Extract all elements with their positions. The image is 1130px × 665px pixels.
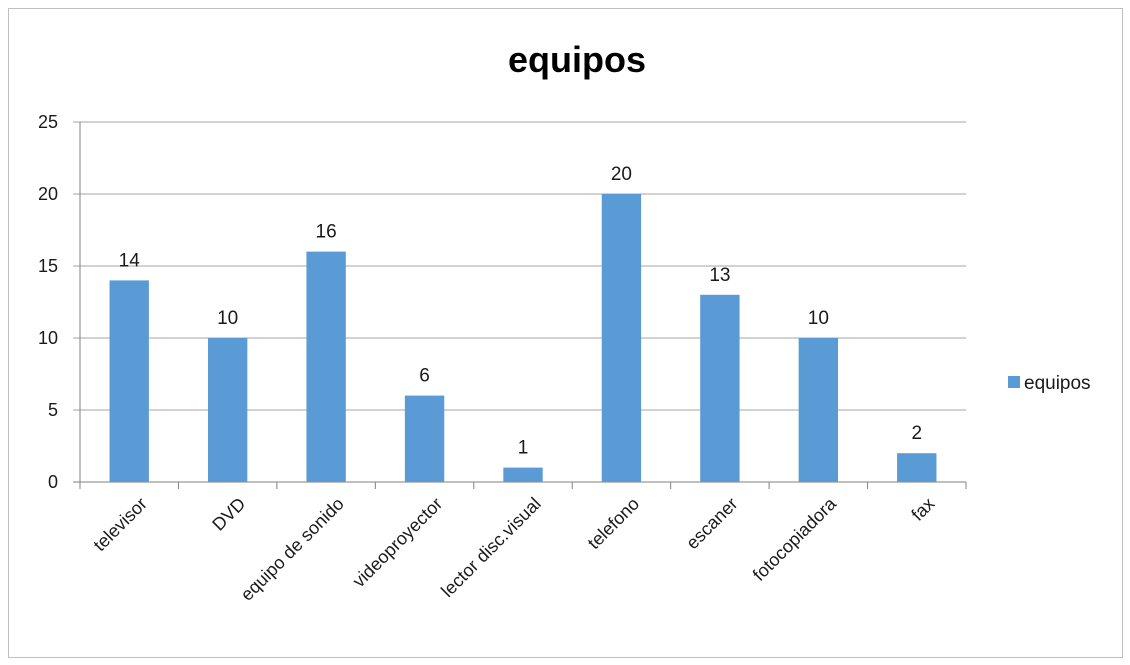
bar: [700, 294, 740, 482]
data-label: 16: [316, 222, 337, 243]
y-tick-label: 10: [38, 328, 58, 348]
data-label: 2: [911, 423, 922, 444]
x-tick-label: equipo de sonido: [237, 494, 348, 605]
bar: [306, 251, 346, 482]
bars: [109, 194, 937, 482]
y-tick-label: 25: [38, 112, 58, 132]
bar: [798, 338, 839, 482]
chart-area: [8, 8, 1123, 658]
data-labels: 14 10 16 6 1 20 13 10 2: [119, 164, 922, 459]
data-label: 20: [611, 164, 632, 185]
y-axis-tick-labels: 0 5 10 15 20 25: [38, 112, 58, 492]
x-tick-label: televisor: [89, 494, 151, 556]
x-tick-label: DVD: [208, 494, 249, 535]
x-tick-label: fax: [907, 494, 938, 525]
data-label: 14: [119, 250, 141, 271]
data-label: 10: [217, 308, 238, 329]
bar: [109, 280, 149, 482]
chart-title: equipos: [508, 39, 646, 80]
bar: [503, 467, 543, 482]
x-tick-label: escaner: [682, 494, 741, 553]
x-tick-label: videoproyector: [349, 494, 447, 592]
legend-swatch: [1008, 376, 1020, 388]
bar: [207, 338, 248, 482]
y-tick-label: 0: [48, 472, 58, 492]
data-label: 10: [808, 308, 829, 329]
x-tick-label: telefono: [584, 494, 643, 553]
y-tick-label: 5: [48, 400, 58, 420]
y-tick-label: 20: [38, 184, 58, 204]
x-tick-label: fotocopiadora: [749, 493, 841, 585]
data-label: 6: [419, 366, 430, 387]
data-label: 1: [518, 438, 529, 459]
bar: [897, 453, 937, 482]
x-tick-label: lector disc.visual: [437, 494, 545, 602]
bar: [404, 395, 445, 482]
legend-label: equipos: [1024, 373, 1091, 394]
y-tick-label: 15: [38, 256, 58, 276]
data-label: 13: [709, 265, 730, 286]
legend: equipos: [1008, 373, 1091, 394]
bar: [601, 194, 642, 482]
